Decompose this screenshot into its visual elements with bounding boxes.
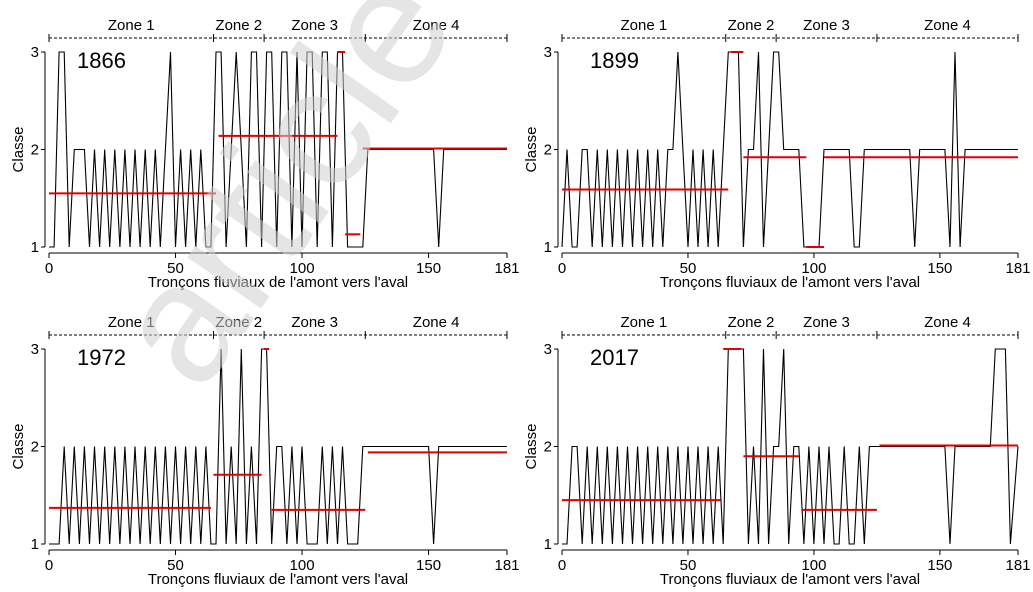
x-tick-label: 150: [416, 557, 441, 574]
x-tick-label: 50: [167, 557, 184, 574]
x-tick-label: 100: [801, 557, 826, 574]
zone-label: Zone 2: [728, 17, 775, 34]
x-tick-label: 100: [801, 260, 826, 277]
panel-1972: 1 2 3 Classe 0 50 100 150 181 Tronçons fluviaux d…: [10, 314, 520, 588]
x-tick-label: 181: [494, 260, 519, 277]
y-tick-label: 3: [544, 44, 552, 61]
panel-1866: 1 2 3 Classe 0 50 100 150 181 Tronçons fluviaux d…: [10, 17, 520, 291]
zone-label: Zone 2: [215, 17, 262, 34]
x-axis-title: Tronçons fluviaux de l'amont vers l'aval: [148, 274, 408, 291]
y-tick-label: 1: [31, 536, 39, 553]
class-series-line: [561, 51, 1018, 248]
year-label: 1899: [590, 48, 639, 73]
y-tick-label: 1: [544, 239, 552, 256]
y-axis-title: Classe: [10, 424, 27, 470]
y-axis-title: Classe: [523, 424, 540, 470]
x-tick-label: 100: [290, 260, 315, 277]
x-tick-label: 0: [45, 557, 53, 574]
panel-2017: 1 2 3 Classe 0 50 100 150 181 Tronçons fluviaux d…: [523, 314, 1031, 588]
x-tick-label: 181: [494, 557, 519, 574]
y-tick-label: 3: [31, 341, 39, 358]
zone-label: Zone 3: [291, 17, 338, 34]
zone-label: Zone 2: [215, 314, 262, 331]
zone-label: Zone 3: [803, 314, 850, 331]
y-tick-label: 2: [544, 142, 552, 159]
year-label: 1972: [77, 345, 126, 370]
panel-1899: 1 2 3 Classe 0 50 100 150 181 Tronçons fluviaux d…: [523, 17, 1031, 291]
y-tick-label: 2: [544, 439, 552, 456]
x-tick-label: 50: [167, 260, 184, 277]
x-tick-label: 150: [416, 260, 441, 277]
zone-label: Zone 4: [413, 17, 460, 34]
x-tick-label: 50: [680, 557, 697, 574]
y-tick-label: 2: [31, 142, 39, 159]
zone-label: Zone 4: [924, 314, 971, 331]
zone-label: Zone 1: [108, 17, 155, 34]
x-axis-title: Tronçons fluviaux de l'amont vers l'aval: [148, 571, 408, 588]
class-series-line: [49, 348, 507, 545]
x-axis-title: Tronçons fluviaux de l'amont vers l'aval: [660, 571, 920, 588]
x-tick-label: 0: [558, 260, 566, 277]
x-tick-label: 181: [1005, 260, 1030, 277]
x-axis-title: Tronçons fluviaux de l'amont vers l'aval: [660, 274, 920, 291]
zone-label: Zone 4: [924, 17, 971, 34]
x-tick-label: 50: [680, 260, 697, 277]
y-axis-title: Classe: [10, 127, 27, 173]
x-tick-label: 181: [1005, 557, 1030, 574]
y-axis-title: Classe: [523, 127, 540, 173]
x-tick-label: 100: [290, 557, 315, 574]
y-tick-label: 3: [31, 44, 39, 61]
zone-label: Zone 3: [291, 314, 338, 331]
zone-label: Zone 1: [108, 314, 155, 331]
x-tick-label: 150: [927, 557, 952, 574]
y-tick-label: 3: [544, 341, 552, 358]
x-tick-label: 0: [558, 557, 566, 574]
y-tick-label: 2: [31, 439, 39, 456]
zone-label: Zone 4: [413, 314, 460, 331]
x-tick-label: 0: [45, 260, 53, 277]
zone-label: Zone 1: [621, 17, 668, 34]
x-tick-label: 150: [927, 260, 952, 277]
zone-label: Zone 2: [728, 314, 775, 331]
year-label: 2017: [590, 345, 639, 370]
y-tick-label: 1: [544, 536, 552, 553]
y-tick-label: 1: [31, 239, 39, 256]
zone-label: Zone 3: [803, 17, 850, 34]
zone-label: Zone 1: [621, 314, 668, 331]
year-label: 1866: [77, 48, 126, 73]
